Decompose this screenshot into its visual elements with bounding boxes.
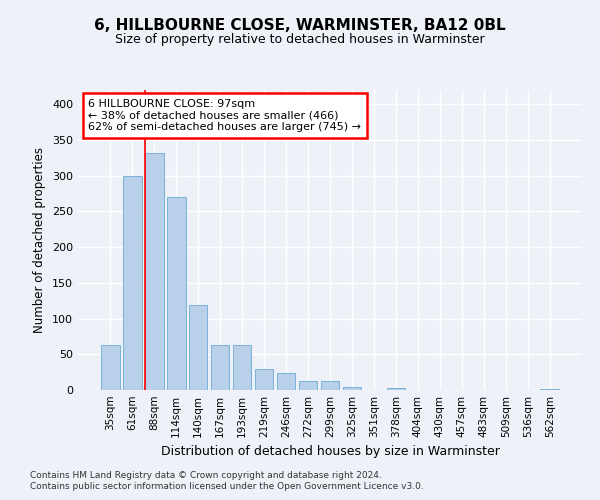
- Text: Contains public sector information licensed under the Open Government Licence v3: Contains public sector information licen…: [30, 482, 424, 491]
- Bar: [277, 373, 295, 390]
- Bar: [167, 197, 185, 390]
- Bar: [255, 370, 274, 390]
- Bar: [233, 345, 251, 390]
- Bar: [386, 388, 405, 390]
- Text: Contains HM Land Registry data © Crown copyright and database right 2024.: Contains HM Land Registry data © Crown c…: [30, 470, 382, 480]
- Bar: [189, 305, 208, 390]
- Bar: [211, 345, 229, 390]
- Bar: [343, 387, 361, 390]
- Text: 6, HILLBOURNE CLOSE, WARMINSTER, BA12 0BL: 6, HILLBOURNE CLOSE, WARMINSTER, BA12 0B…: [94, 18, 506, 32]
- Bar: [145, 153, 164, 390]
- Bar: [101, 345, 119, 390]
- Y-axis label: Number of detached properties: Number of detached properties: [34, 147, 46, 333]
- X-axis label: Distribution of detached houses by size in Warminster: Distribution of detached houses by size …: [161, 446, 499, 458]
- Bar: [320, 380, 340, 390]
- Text: 6 HILLBOURNE CLOSE: 97sqm
← 38% of detached houses are smaller (466)
62% of semi: 6 HILLBOURNE CLOSE: 97sqm ← 38% of detac…: [88, 99, 361, 132]
- Bar: [541, 388, 559, 390]
- Bar: [299, 380, 317, 390]
- Text: Size of property relative to detached houses in Warminster: Size of property relative to detached ho…: [115, 32, 485, 46]
- Bar: [123, 176, 142, 390]
